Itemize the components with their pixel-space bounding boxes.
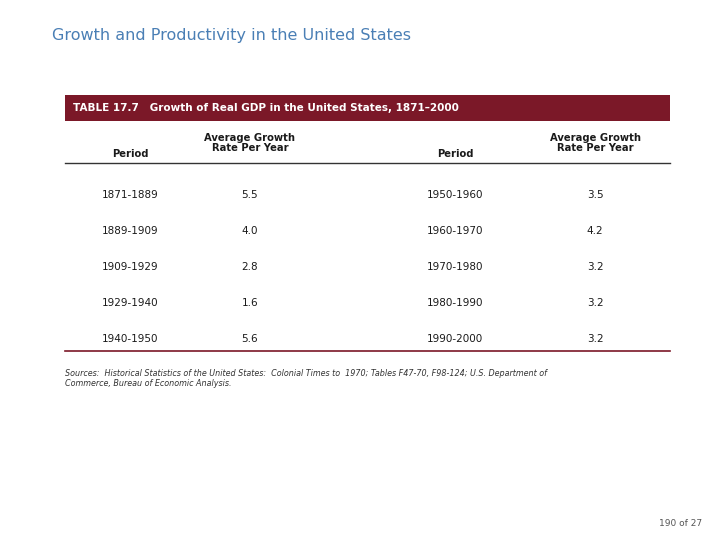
- Text: 1940-1950: 1940-1950: [102, 334, 158, 344]
- Text: 1929-1940: 1929-1940: [102, 298, 158, 308]
- Text: Sources:  Historical Statistics of the United States:  Colonial Times to  1970; : Sources: Historical Statistics of the Un…: [65, 369, 547, 388]
- Text: Average Growth: Average Growth: [549, 133, 641, 143]
- Text: Rate Per Year: Rate Per Year: [212, 143, 288, 153]
- Text: 5.5: 5.5: [242, 190, 258, 200]
- Text: 3.5: 3.5: [587, 190, 603, 200]
- Text: 2.8: 2.8: [242, 262, 258, 272]
- Bar: [65, 95, 670, 121]
- Text: Growth and Productivity in the United States: Growth and Productivity in the United St…: [52, 28, 411, 43]
- Text: Rate Per Year: Rate Per Year: [557, 143, 634, 153]
- Text: 1970-1980: 1970-1980: [427, 262, 483, 272]
- Text: Period: Period: [112, 149, 148, 159]
- Text: 3.2: 3.2: [587, 334, 603, 344]
- Text: 1871-1889: 1871-1889: [102, 190, 158, 200]
- Text: 1.6: 1.6: [242, 298, 258, 308]
- Text: 1990-2000: 1990-2000: [427, 334, 483, 344]
- Text: 1889-1909: 1889-1909: [102, 226, 158, 236]
- Text: 4.2: 4.2: [587, 226, 603, 236]
- Text: 3.2: 3.2: [587, 298, 603, 308]
- Text: 1980-1990: 1980-1990: [427, 298, 483, 308]
- Text: TABLE 17.7   Growth of Real GDP in the United States, 1871–2000: TABLE 17.7 Growth of Real GDP in the Uni…: [73, 103, 459, 113]
- Text: Period: Period: [437, 149, 473, 159]
- Text: 5.6: 5.6: [242, 334, 258, 344]
- Text: Average Growth: Average Growth: [204, 133, 295, 143]
- Text: 1909-1929: 1909-1929: [102, 262, 158, 272]
- Text: 1960-1970: 1960-1970: [427, 226, 483, 236]
- Text: 3.2: 3.2: [587, 262, 603, 272]
- Text: 4.0: 4.0: [242, 226, 258, 236]
- Text: 190 of 27: 190 of 27: [659, 519, 702, 528]
- Text: 1950-1960: 1950-1960: [427, 190, 483, 200]
